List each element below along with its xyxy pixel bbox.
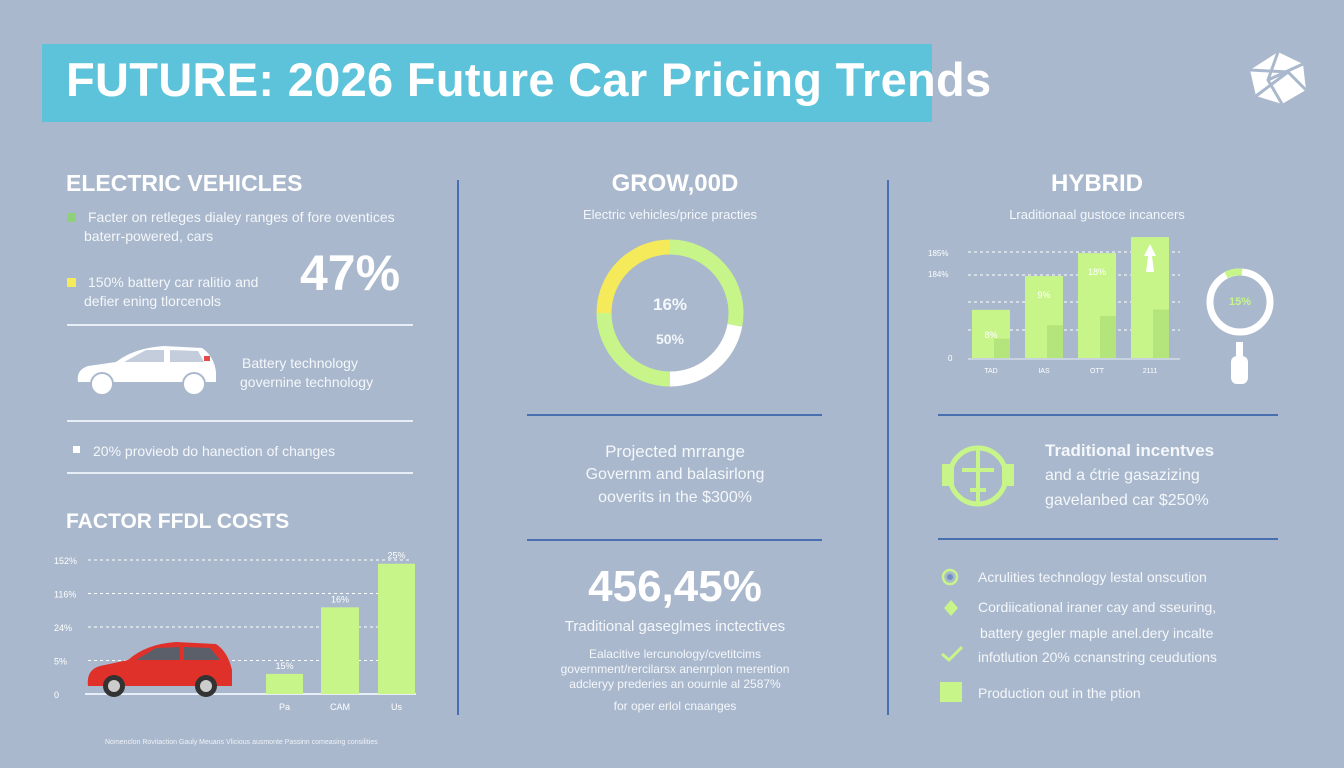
bar-shade xyxy=(994,338,1010,358)
bar-data-label: 16% xyxy=(331,594,349,604)
hybrid-list-item: Cordiicational iraner cay and sseuring, xyxy=(978,599,1217,615)
growth-title: GROW,00D xyxy=(611,170,739,197)
title-band xyxy=(42,44,932,122)
growth-note: for oper erlol cnaanges xyxy=(613,699,737,713)
donut-label-2: 50% xyxy=(655,331,685,347)
hybrid-list-item: Acrulities technology lestal onscution xyxy=(978,569,1207,585)
y-tick-label: 5% xyxy=(54,657,67,667)
divider xyxy=(527,539,822,541)
donut-segment xyxy=(596,239,671,314)
bar-data-label: 18% xyxy=(1088,267,1106,277)
projected-line-3: ooverits in the $300% xyxy=(598,489,752,506)
incentives-line-2: and a ćtrie gasazizing xyxy=(1045,467,1200,484)
plug-incentive-icon xyxy=(942,445,1014,507)
circle-arrow-icon xyxy=(941,568,959,586)
costs-footnote: Nomenclon Rovitaction Gauly Meuans Vlici… xyxy=(105,739,378,746)
car-caption-line2: governine technology xyxy=(240,374,374,390)
growth-note: adcleryy prederies an oournle al 2587% xyxy=(569,677,781,691)
projected-line-1: Projected mrrange xyxy=(605,442,745,461)
hybrid-list-item: infotlution 20% ccnanstring ceudutions xyxy=(978,649,1217,665)
projected-line-2: Governm and balasirlong xyxy=(585,466,765,483)
column-divider xyxy=(887,180,889,715)
donut-label-1: 16% xyxy=(652,295,688,314)
x-tick-label: TAD xyxy=(984,368,997,375)
electric-bullet-1-line2: baterr-powered, cars xyxy=(84,228,214,244)
x-tick-label: Us xyxy=(391,702,402,712)
white-bullet-icon xyxy=(73,446,80,453)
page-title: FUTURE: 2026 Future Car Pricing Trends xyxy=(66,53,992,106)
electric-bullet-1: Facter on retleges dialey ranges of fore… xyxy=(88,209,395,225)
divider xyxy=(527,414,822,416)
divider xyxy=(67,420,413,422)
x-tick-label: IAS xyxy=(1038,368,1050,375)
check-icon xyxy=(941,645,964,663)
electric-bullet-2: 150% battery car ralitio and xyxy=(88,274,259,290)
incentives-line-3: gavelanbed car $250% xyxy=(1045,492,1209,509)
bar-shade xyxy=(1047,325,1063,358)
y-tick-label: 24% xyxy=(54,623,72,633)
costs-title: FACTOR FFDL COSTS xyxy=(66,510,290,533)
divider xyxy=(67,324,413,326)
bar-shade xyxy=(1100,316,1116,358)
growth-note: government/rercilarsx anenrplon merentio… xyxy=(560,662,790,676)
bar xyxy=(378,563,415,694)
y-tick-label: 116% xyxy=(54,590,76,600)
x-tick-label: OTT xyxy=(1090,368,1105,375)
hybrid-list-item: battery gegler maple anel.dery incalte xyxy=(980,625,1214,641)
donut-segment xyxy=(669,239,744,327)
bar-data-label: 8% xyxy=(984,330,997,340)
person-icon xyxy=(1144,244,1156,272)
growth-note: Ealacitive lercunology/cvetitcims xyxy=(588,647,762,661)
bar xyxy=(266,673,303,694)
y-tick-label: 0 xyxy=(948,354,953,363)
donut-segment xyxy=(669,323,743,387)
bar-shade xyxy=(1153,309,1169,358)
hybrid-title: HYBRID xyxy=(1050,170,1143,197)
bar-data-label: 9% xyxy=(1037,290,1050,300)
square-icon xyxy=(940,682,962,702)
hybrid-subtitle: Lraditionaal gustoce incancers xyxy=(1009,207,1185,222)
y-tick-label: 184% xyxy=(928,270,948,279)
magnifier-gauge-icon xyxy=(1206,268,1274,384)
column-divider xyxy=(457,180,459,715)
y-tick-label: 152% xyxy=(54,556,77,566)
gauge-label: 15% xyxy=(1228,296,1252,308)
incentives-line-1: Traditional incentves xyxy=(1045,441,1215,460)
costs-bar-chart: 0 5% 24% 116% 152% 15% Pa 16% CAM 25% Us xyxy=(54,551,416,712)
x-tick-label: Pa xyxy=(279,702,290,712)
x-tick-label: CAM xyxy=(330,702,350,712)
white-car-icon xyxy=(77,346,216,396)
bar xyxy=(321,607,359,694)
electric-bullet-3: 20% provieob do hanection of changes xyxy=(93,443,336,459)
bar-data-label: 25% xyxy=(387,551,405,561)
divider xyxy=(938,538,1278,540)
electric-bullet-2-line2: defier ening tlorcenols xyxy=(84,293,221,309)
hybrid-bar-chart: 185% 184% 0 8% TAD 9% IAS 18% OTT 2111 xyxy=(928,237,1180,375)
growth-donut-chart xyxy=(596,239,744,387)
growth-subtitle: Electric vehicles/price practies xyxy=(582,207,758,222)
yellow-bullet-icon xyxy=(67,278,76,287)
x-tick-label: 2111 xyxy=(1143,368,1158,375)
diamond-icon xyxy=(944,600,958,616)
divider xyxy=(67,472,413,474)
electric-title: ELECTRIC VEHICLES xyxy=(66,170,303,196)
electric-big-stat: 47% xyxy=(300,245,401,301)
donut-segment xyxy=(596,312,671,387)
bar-data-label: 15% xyxy=(275,661,293,671)
car-caption: Battery technology xyxy=(242,355,358,371)
growth-stat-caption: Traditional gaseglmes inctectives xyxy=(564,618,786,635)
green-bullet-icon xyxy=(67,213,76,222)
y-tick-label: 185% xyxy=(928,249,948,258)
geometric-logo-icon xyxy=(1249,51,1308,105)
red-car-icon xyxy=(87,642,232,697)
hybrid-list-item: Production out in the ption xyxy=(978,685,1141,701)
y-tick-label: 0 xyxy=(54,690,59,700)
divider xyxy=(938,414,1278,416)
growth-big-stat: 456,45% xyxy=(588,562,762,611)
